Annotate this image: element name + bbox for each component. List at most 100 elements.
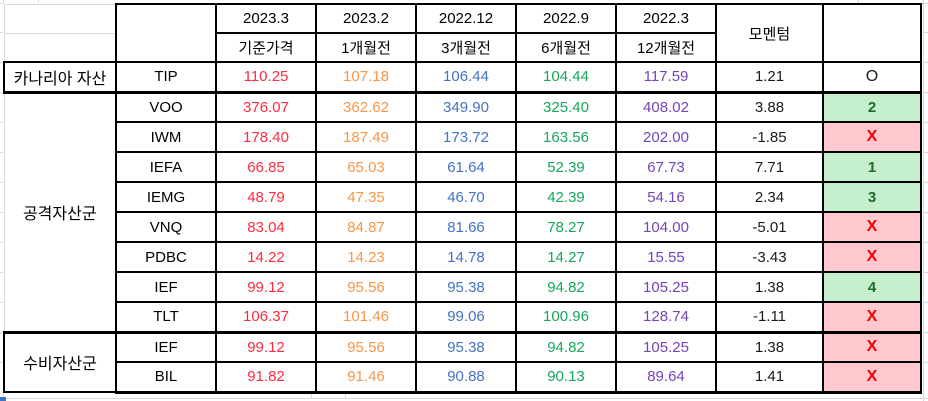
period-cell[interactable]: 기준가격 bbox=[215, 32, 317, 63]
price-6m-cell[interactable]: 94.82 bbox=[515, 271, 617, 303]
price-now-cell[interactable]: 48.79 bbox=[215, 181, 317, 213]
date-cell[interactable]: 2022.12 bbox=[415, 3, 517, 34]
ticker-cell[interactable]: IEF bbox=[115, 271, 217, 303]
price-3m-cell[interactable]: 173.72 bbox=[415, 121, 517, 153]
price-6m-cell[interactable]: 42.39 bbox=[515, 181, 617, 213]
ticker-cell[interactable]: TLT bbox=[115, 301, 217, 333]
header-empty-group-cell[interactable] bbox=[3, 32, 117, 63]
period-cell[interactable]: 6개월전 bbox=[515, 32, 617, 63]
price-12m-cell[interactable]: 104.00 bbox=[615, 211, 717, 243]
status-cell[interactable]: 4 bbox=[822, 271, 922, 303]
price-12m-cell[interactable]: 408.02 bbox=[615, 90, 717, 123]
momentum-cell[interactable]: -1.11 bbox=[715, 301, 824, 333]
status-header-cell[interactable] bbox=[822, 3, 922, 63]
status-cell[interactable]: X bbox=[822, 330, 922, 363]
price-now-cell[interactable]: 99.12 bbox=[215, 330, 317, 363]
price-now-cell[interactable]: 376.07 bbox=[215, 90, 317, 123]
momentum-cell[interactable]: -5.01 bbox=[715, 211, 824, 243]
header-empty-ticker-cell[interactable] bbox=[115, 3, 217, 63]
price-3m-cell[interactable]: 46.70 bbox=[415, 181, 517, 213]
momentum-cell[interactable]: 1.38 bbox=[715, 271, 824, 303]
price-6m-cell[interactable]: 100.96 bbox=[515, 301, 617, 333]
momentum-cell[interactable]: 1.21 bbox=[715, 61, 824, 93]
price-1m-cell[interactable]: 14.23 bbox=[315, 241, 417, 273]
ticker-cell[interactable]: PDBC bbox=[115, 241, 217, 273]
price-12m-cell[interactable]: 128.74 bbox=[615, 301, 717, 333]
price-3m-cell[interactable]: 99.06 bbox=[415, 301, 517, 333]
status-cell[interactable]: 3 bbox=[822, 181, 922, 213]
ticker-cell[interactable]: VOO bbox=[115, 90, 217, 123]
price-1m-cell[interactable]: 91.46 bbox=[315, 361, 417, 394]
price-12m-cell[interactable]: 202.00 bbox=[615, 121, 717, 153]
header-empty-group-cell[interactable] bbox=[3, 3, 117, 34]
momentum-cell[interactable]: 1.38 bbox=[715, 330, 824, 363]
group-cell-attack[interactable]: 공격자산군 bbox=[3, 90, 117, 334]
date-cell[interactable]: 2022.9 bbox=[515, 3, 617, 34]
price-now-cell[interactable]: 66.85 bbox=[215, 151, 317, 183]
status-cell[interactable]: X bbox=[822, 361, 922, 394]
status-cell[interactable]: 1 bbox=[822, 151, 922, 183]
status-cell[interactable]: X bbox=[822, 301, 922, 333]
price-3m-cell[interactable]: 14.78 bbox=[415, 241, 517, 273]
price-1m-cell[interactable]: 187.49 bbox=[315, 121, 417, 153]
price-12m-cell[interactable]: 67.73 bbox=[615, 151, 717, 183]
momentum-cell[interactable]: 2.34 bbox=[715, 181, 824, 213]
price-6m-cell[interactable]: 90.13 bbox=[515, 361, 617, 394]
period-cell[interactable]: 1개월전 bbox=[315, 32, 417, 63]
status-cell[interactable]: 2 bbox=[822, 90, 922, 123]
ticker-cell[interactable]: IEF bbox=[115, 330, 217, 363]
price-now-cell[interactable]: 91.82 bbox=[215, 361, 317, 394]
price-12m-cell[interactable]: 105.25 bbox=[615, 271, 717, 303]
price-12m-cell[interactable]: 54.16 bbox=[615, 181, 717, 213]
status-cell[interactable]: X bbox=[822, 121, 922, 153]
group-cell-canary[interactable]: 카나리아 자산 bbox=[3, 61, 117, 93]
price-1m-cell[interactable]: 65.03 bbox=[315, 151, 417, 183]
price-3m-cell[interactable]: 106.44 bbox=[415, 61, 517, 93]
momentum-cell[interactable]: 1.41 bbox=[715, 361, 824, 394]
status-cell[interactable]: X bbox=[822, 241, 922, 273]
price-1m-cell[interactable]: 47.35 bbox=[315, 181, 417, 213]
price-3m-cell[interactable]: 95.38 bbox=[415, 330, 517, 363]
price-now-cell[interactable]: 178.40 bbox=[215, 121, 317, 153]
date-cell[interactable]: 2022.3 bbox=[615, 3, 717, 34]
price-12m-cell[interactable]: 89.64 bbox=[615, 361, 717, 394]
price-now-cell[interactable]: 106.37 bbox=[215, 301, 317, 333]
price-1m-cell[interactable]: 84.87 bbox=[315, 211, 417, 243]
period-cell[interactable]: 12개월전 bbox=[615, 32, 717, 63]
price-3m-cell[interactable]: 349.90 bbox=[415, 90, 517, 123]
price-12m-cell[interactable]: 15.55 bbox=[615, 241, 717, 273]
price-3m-cell[interactable]: 61.64 bbox=[415, 151, 517, 183]
group-cell-defense[interactable]: 수비자산군 bbox=[3, 330, 117, 393]
ticker-cell[interactable]: IEFA bbox=[115, 151, 217, 183]
momentum-header-cell[interactable]: 모멘텀 bbox=[715, 3, 824, 63]
ticker-cell[interactable]: TIP bbox=[115, 61, 217, 93]
date-cell[interactable]: 2023.3 bbox=[215, 3, 317, 34]
price-1m-cell[interactable]: 95.56 bbox=[315, 330, 417, 363]
price-6m-cell[interactable]: 78.27 bbox=[515, 211, 617, 243]
price-now-cell[interactable]: 110.25 bbox=[215, 61, 317, 93]
momentum-cell[interactable]: -1.85 bbox=[715, 121, 824, 153]
price-6m-cell[interactable]: 52.39 bbox=[515, 151, 617, 183]
ticker-cell[interactable]: VNQ bbox=[115, 211, 217, 243]
period-cell[interactable]: 3개월전 bbox=[415, 32, 517, 63]
price-6m-cell[interactable]: 325.40 bbox=[515, 90, 617, 123]
price-12m-cell[interactable]: 105.25 bbox=[615, 330, 717, 363]
momentum-cell[interactable]: -3.43 bbox=[715, 241, 824, 273]
price-6m-cell[interactable]: 163.56 bbox=[515, 121, 617, 153]
price-3m-cell[interactable]: 81.66 bbox=[415, 211, 517, 243]
ticker-cell[interactable]: IEMG bbox=[115, 181, 217, 213]
ticker-cell[interactable]: BIL bbox=[115, 361, 217, 394]
price-6m-cell[interactable]: 94.82 bbox=[515, 330, 617, 363]
price-now-cell[interactable]: 83.04 bbox=[215, 211, 317, 243]
momentum-cell[interactable]: 7.71 bbox=[715, 151, 824, 183]
price-1m-cell[interactable]: 107.18 bbox=[315, 61, 417, 93]
price-6m-cell[interactable]: 14.27 bbox=[515, 241, 617, 273]
price-12m-cell[interactable]: 117.59 bbox=[615, 61, 717, 93]
price-1m-cell[interactable]: 101.46 bbox=[315, 301, 417, 333]
status-cell[interactable]: X bbox=[822, 211, 922, 243]
price-now-cell[interactable]: 99.12 bbox=[215, 271, 317, 303]
price-6m-cell[interactable]: 104.44 bbox=[515, 61, 617, 93]
price-now-cell[interactable]: 14.22 bbox=[215, 241, 317, 273]
price-3m-cell[interactable]: 95.38 bbox=[415, 271, 517, 303]
price-1m-cell[interactable]: 95.56 bbox=[315, 271, 417, 303]
